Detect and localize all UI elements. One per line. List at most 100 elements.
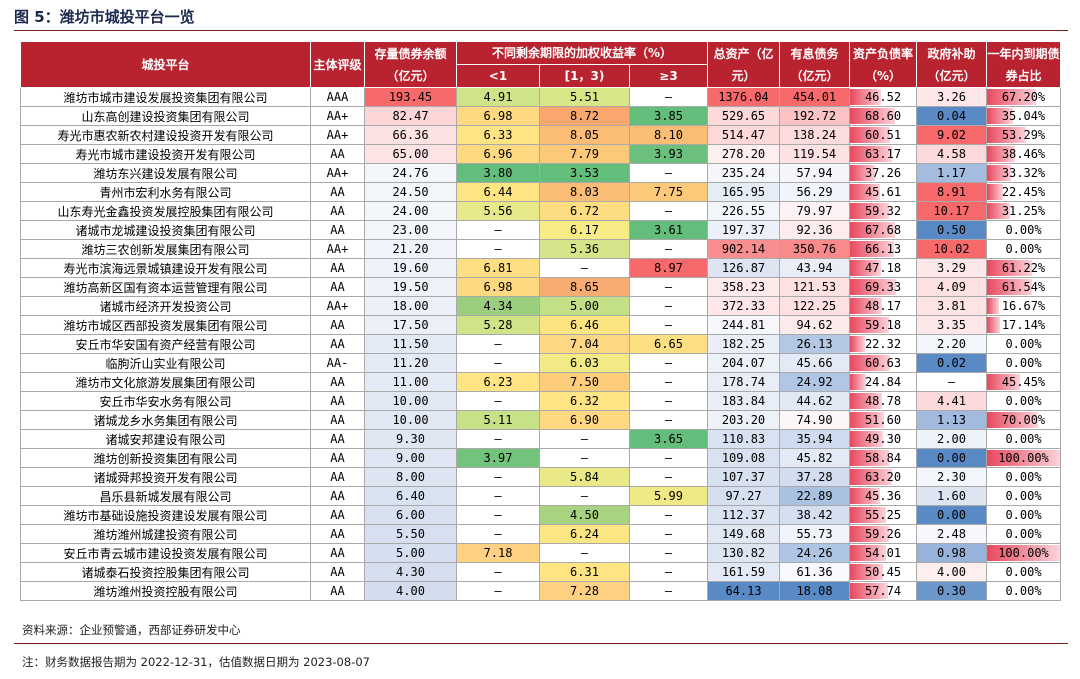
cell-subsidy: 0.04 bbox=[916, 106, 987, 126]
cell-debt-ratio-value: 60.63 bbox=[864, 356, 902, 370]
cell-yield-ge3: – bbox=[629, 353, 708, 373]
cell-total-assets: 107.37 bbox=[707, 467, 780, 487]
cell-rating: AA bbox=[310, 258, 365, 278]
cell-total-assets: 130.82 bbox=[707, 543, 780, 563]
cell-debt-ratio-value: 48.17 bbox=[864, 299, 902, 313]
cell-platform-name: 安丘市华安水务有限公司 bbox=[20, 391, 311, 411]
cell-outstanding: 24.00 bbox=[364, 201, 457, 221]
cell-yield-lt1: – bbox=[456, 429, 540, 449]
cell-debt-ratio-bar bbox=[850, 108, 896, 124]
cell-due-ratio: 33.32% bbox=[986, 163, 1061, 183]
cell-due-ratio-value: 0.00% bbox=[1005, 394, 1042, 408]
header-subsidy: 政府补助（亿元） bbox=[916, 41, 987, 88]
cell-platform-name: 诸城舜邦投资开发有限公司 bbox=[20, 467, 311, 487]
cell-due-ratio: 0.00% bbox=[986, 581, 1061, 601]
cell-due-ratio-value: 45.45% bbox=[1001, 375, 1046, 389]
table-container: 城投平台 主体评级 存量债券余额（亿元） 不同剩余期限的加权收益率（%） 总资产… bbox=[20, 41, 1061, 601]
cell-platform-name: 安丘市青云城市建设投资发展有限公司 bbox=[20, 543, 311, 563]
cell-yield-lt1: – bbox=[456, 353, 540, 373]
cell-debt-ratio: 63.20 bbox=[849, 467, 917, 487]
cell-rating: AA bbox=[310, 562, 365, 582]
cell-platform-name: 潍坊市基础设施投资建设发展有限公司 bbox=[20, 505, 311, 525]
cell-yield-lt1: 6.98 bbox=[456, 277, 540, 297]
table-row: 诸城市经济开发投资公司 AA+ 18.00 4.34 5.00–372.33 122.25… bbox=[20, 296, 1061, 316]
cell-due-ratio: 53.29% bbox=[986, 125, 1061, 145]
cell-yield-lt1: 6.44 bbox=[456, 182, 540, 202]
cell-total-assets: 372.33 bbox=[707, 296, 780, 316]
cell-debt-ratio: 45.36 bbox=[849, 486, 917, 506]
cell-outstanding: 10.00 bbox=[364, 391, 457, 411]
cell-rating: AA bbox=[310, 410, 365, 430]
cell-platform-name: 潍坊创新投资集团有限公司 bbox=[20, 448, 311, 468]
cell-debt-ratio-bar bbox=[850, 279, 896, 295]
cell-subsidy: 0.50 bbox=[916, 220, 987, 240]
cell-due-ratio: 0.00% bbox=[986, 239, 1061, 259]
cell-debt-ratio-bar bbox=[850, 146, 892, 162]
cell-debt-ratio: 54.01 bbox=[849, 543, 917, 563]
cell-interest-debt: 38.42 bbox=[779, 505, 850, 525]
table-row: 潍坊潍州投资控股有限公司 AA 4.00–7.28–64.13 18.08 57.74 0… bbox=[20, 581, 1061, 601]
cell-subsidy: 4.00 bbox=[916, 562, 987, 582]
cell-subsidy: 3.81 bbox=[916, 296, 987, 316]
table-body: 潍坊市城市建设发展投资集团有限公司 AAA 193.45 4.91 5.51–1376.… bbox=[20, 87, 1061, 601]
cell-debt-ratio: 57.74 bbox=[849, 581, 917, 601]
cell-interest-debt: 44.62 bbox=[779, 391, 850, 411]
cell-debt-ratio-bar bbox=[850, 469, 892, 485]
cell-debt-ratio: 49.30 bbox=[849, 429, 917, 449]
cell-subsidy: 1.13 bbox=[916, 410, 987, 430]
cell-due-ratio-bar bbox=[987, 450, 1060, 466]
cell-debt-ratio-bar bbox=[850, 374, 867, 390]
cell-debt-ratio: 47.18 bbox=[849, 258, 917, 278]
table-row: 寿光市滨海远景城镇建设开发有限公司 AA 19.60 6.81–8.97 126.87 4… bbox=[20, 258, 1061, 278]
cell-outstanding: 23.00 bbox=[364, 220, 457, 240]
cell-yield-ge3: 3.65 bbox=[629, 429, 708, 449]
cell-debt-ratio: 50.45 bbox=[849, 562, 917, 582]
cell-debt-ratio-bar bbox=[850, 184, 881, 200]
cell-yield-lt1: 5.11 bbox=[456, 410, 540, 430]
cell-yield-1-3: 7.79 bbox=[539, 144, 630, 164]
cell-yield-1-3: – bbox=[539, 448, 630, 468]
cell-total-assets: 529.65 bbox=[707, 106, 780, 126]
cell-due-ratio-value: 33.32% bbox=[1001, 166, 1046, 180]
footnote: 注：财务数据报告期为 2022-12-31，估值数据日期为 2023-08-07 bbox=[22, 655, 370, 669]
table-row: 潍坊高新区国有资本运营管理有限公司 AA 19.50 6.98 8.65–358.23 1… bbox=[20, 277, 1061, 297]
cell-yield-lt1: 3.97 bbox=[456, 448, 540, 468]
cell-debt-ratio: 59.26 bbox=[849, 524, 917, 544]
cell-total-assets: 244.81 bbox=[707, 315, 780, 335]
table-row: 诸城舜邦投资开发有限公司 AA 8.00–5.84–107.37 37.28 63.20… bbox=[20, 467, 1061, 487]
cell-yield-1-3: 7.04 bbox=[539, 334, 630, 354]
cell-due-ratio-value: 35.04% bbox=[1001, 109, 1046, 123]
figure-title: 图 5：潍坊市城投平台一览 bbox=[14, 8, 195, 26]
cell-yield-1-3: 8.65 bbox=[539, 277, 630, 297]
cell-debt-ratio: 60.63 bbox=[849, 353, 917, 373]
cell-yield-lt1: – bbox=[456, 505, 540, 525]
table-row: 潍坊东兴建设发展有限公司 AA+ 24.76 3.80 3.53–235.24 57.94… bbox=[20, 163, 1061, 183]
title-divider bbox=[14, 30, 1068, 31]
cell-total-assets: 183.84 bbox=[707, 391, 780, 411]
cell-rating: AA bbox=[310, 220, 365, 240]
cell-due-ratio: 17.14% bbox=[986, 315, 1061, 335]
cell-total-assets: 204.07 bbox=[707, 353, 780, 373]
cell-yield-1-3: 3.53 bbox=[539, 163, 630, 183]
cell-total-assets: 514.47 bbox=[707, 125, 780, 145]
cell-yield-1-3: 5.36 bbox=[539, 239, 630, 259]
table-row: 寿光市惠农新农村建设投资开发有限公司 AA+ 66.36 6.33 8.05 8.10 51… bbox=[20, 125, 1061, 145]
cell-outstanding: 193.45 bbox=[364, 87, 457, 107]
cell-interest-debt: 35.94 bbox=[779, 429, 850, 449]
cell-subsidy: 0.98 bbox=[916, 543, 987, 563]
cell-due-ratio-value: 0.00% bbox=[1005, 432, 1042, 446]
cell-total-assets: 203.20 bbox=[707, 410, 780, 430]
cell-due-ratio-bar bbox=[987, 298, 1000, 314]
cell-subsidy: 0.00 bbox=[916, 505, 987, 525]
cell-yield-1-3: 6.24 bbox=[539, 524, 630, 544]
cell-subsidy: 3.35 bbox=[916, 315, 987, 335]
cell-due-ratio-bar bbox=[987, 89, 1037, 105]
cell-debt-ratio-value: 47.18 bbox=[864, 261, 902, 275]
cell-debt-ratio-value: 37.26 bbox=[864, 166, 902, 180]
cell-due-ratio: 0.00% bbox=[986, 524, 1061, 544]
cell-platform-name: 寿光市滨海远景城镇建设开发有限公司 bbox=[20, 258, 311, 278]
cell-interest-debt: 18.08 bbox=[779, 581, 850, 601]
cell-interest-debt: 61.36 bbox=[779, 562, 850, 582]
cell-yield-lt1: – bbox=[456, 220, 540, 240]
table-row: 诸城市龙城建设投资集团有限公司 AA 23.00–6.17 3.61 197.37 92.… bbox=[20, 220, 1061, 240]
